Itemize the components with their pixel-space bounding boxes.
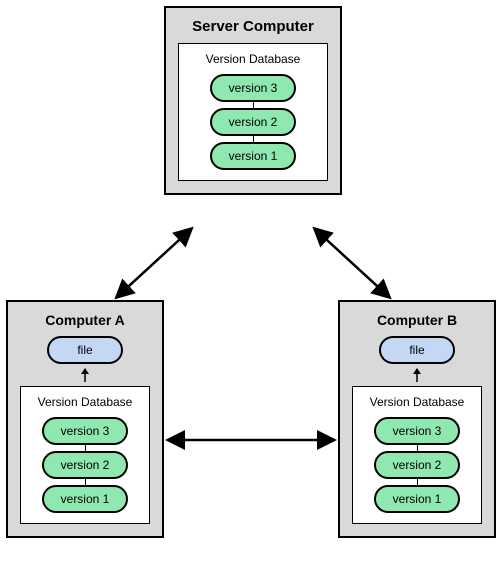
client-b-version-2: version 2 [374,451,460,479]
client-b-box: Computer B file Version Database version… [338,300,496,538]
arrow-up-icon [412,368,422,382]
client-a-db-label: Version Database [38,395,133,409]
server-title: Server Computer [178,18,328,35]
client-a-box: Computer A file Version Database version… [6,300,164,538]
client-b-db-box: Version Database version 3 version 2 ver… [352,386,482,524]
client-a-title: Computer A [20,312,150,328]
server-version-2: version 2 [210,108,296,136]
server-db-box: Version Database version 3 version 2 ver… [178,43,328,181]
client-b-db-label: Version Database [370,395,465,409]
client-a-version-3: version 3 [42,417,128,445]
diagram-canvas: Server Computer Version Database version… [0,0,502,566]
client-b-title: Computer B [352,312,482,328]
client-a-file: file [47,336,122,364]
client-b-version-1: version 1 [374,485,460,513]
server-db-label: Version Database [206,52,301,66]
client-b-file: file [379,336,454,364]
server-box: Server Computer Version Database version… [164,6,342,195]
client-b-version-3: version 3 [374,417,460,445]
client-a-version-1: version 1 [42,485,128,513]
server-version-1: version 1 [210,142,296,170]
client-a-version-2: version 2 [42,451,128,479]
arrow-up-icon [80,368,90,382]
client-a-db-box: Version Database version 3 version 2 ver… [20,386,150,524]
server-version-3: version 3 [210,74,296,102]
